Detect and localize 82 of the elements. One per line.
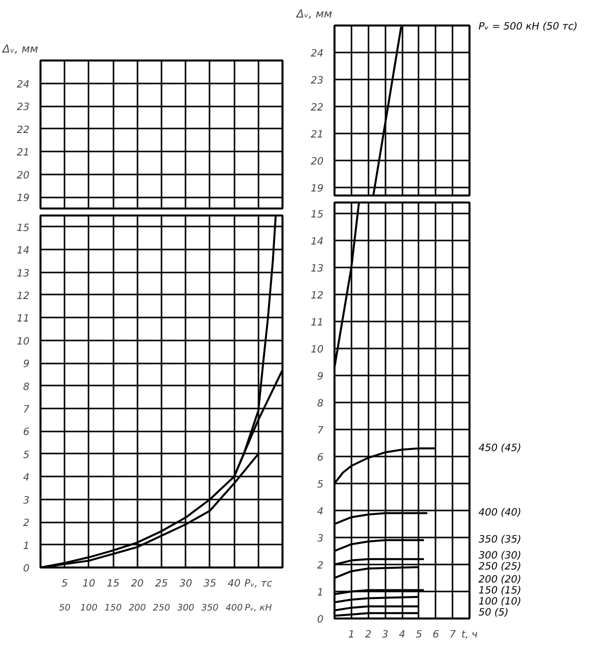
- x-tick-label: Pᵥ, тс: [244, 578, 273, 590]
- text: 150 (15): [478, 586, 522, 597]
- x-tick-label: 5: [416, 630, 422, 640]
- x-tick-label: 5: [62, 578, 68, 590]
- y-tick-label: 13: [310, 263, 324, 274]
- x2-tick-label: 350: [201, 604, 219, 614]
- y-tick-label: 7: [23, 404, 30, 416]
- x-tick-label: 1: [348, 630, 355, 640]
- y-tick-label: 6: [23, 427, 30, 438]
- x2-tick-label: 250: [152, 604, 170, 614]
- y-tick-label: 5: [23, 450, 30, 461]
- text: 250 (25): [478, 562, 522, 573]
- y-tick-label: 11: [16, 314, 30, 325]
- y-tick-label: 4: [317, 506, 324, 518]
- text: 450 (45): [478, 442, 522, 454]
- y-axis-title: Δᵥ, мм: [2, 42, 38, 56]
- x-tick-label: 2: [365, 630, 372, 640]
- text: 100 (10): [478, 596, 522, 608]
- x2-tick-label: 200: [128, 604, 146, 614]
- y-tick-label: 15: [16, 222, 30, 234]
- x-tick-label: 6: [432, 630, 439, 640]
- text: 300 (30): [478, 550, 522, 562]
- x2-tick-label: Pᵥ, кН: [244, 604, 272, 614]
- x2-tick-label: 150: [104, 604, 122, 614]
- y-tick-label: 13: [16, 268, 30, 280]
- y-tick-label: 9: [317, 371, 324, 382]
- y-tick-label: 2: [317, 560, 324, 572]
- x-tick-label: 25: [155, 578, 168, 590]
- x-tick-label: 10: [82, 578, 96, 590]
- y-tick-label: 12: [310, 290, 324, 302]
- x-tick-label: 40: [228, 578, 240, 590]
- text: 50 (5): [478, 608, 509, 619]
- text: 200 (20): [478, 574, 522, 586]
- y-tick-label: 0: [317, 614, 324, 626]
- y-tick-label: 22: [16, 124, 30, 136]
- y-tick-label: 6: [317, 452, 324, 464]
- y-tick-label: 19: [16, 193, 30, 204]
- x-tick-label: 4: [398, 630, 406, 640]
- y-tick-label: 20: [16, 170, 30, 182]
- y-tick-label: 4: [23, 472, 30, 484]
- x-tick-label: 30: [179, 578, 192, 590]
- text: Pᵥ = 500 кН (50 тс): [478, 21, 578, 32]
- y-tick-label: 12: [16, 290, 30, 302]
- y-tick-label: 1: [23, 540, 30, 552]
- y-tick-label: 24: [310, 48, 324, 60]
- y-tick-label: 3: [23, 495, 30, 506]
- x-tick-label: 20: [130, 578, 144, 590]
- y-axis-title: Δᵥ, мм: [296, 8, 332, 20]
- y-tick-label: 23: [16, 102, 30, 114]
- y-tick-label: 2: [23, 518, 30, 530]
- y-tick-label: 10: [16, 336, 30, 348]
- y-tick-label: 10: [310, 344, 324, 356]
- y-tick-label: 24: [16, 79, 30, 90]
- x2-tick-label: 300: [177, 604, 195, 614]
- x-tick-label: 15: [106, 578, 120, 590]
- x2-tick-label: 50: [58, 604, 71, 614]
- x-tick-label: 7: [449, 630, 456, 640]
- y-tick-label: 0: [23, 564, 30, 574]
- text: 400 (40): [478, 508, 522, 519]
- y-tick-label: 9: [23, 359, 30, 370]
- y-tick-label: 3: [317, 533, 324, 544]
- y-tick-label: 7: [317, 425, 324, 436]
- y-tick-label: 20: [310, 156, 324, 168]
- y-tick-label: 14: [16, 246, 30, 257]
- y-tick-label: 14: [310, 236, 324, 248]
- y-tick-label: 22: [310, 102, 324, 114]
- x2-tick-label: 100: [80, 604, 98, 614]
- y-tick-label: 19: [310, 183, 324, 194]
- y-tick-label: 21: [310, 129, 324, 140]
- x-tick-label: t, ч: [461, 630, 478, 640]
- y-tick-label: 23: [310, 75, 324, 86]
- y-tick-label: 5: [317, 479, 324, 490]
- x-tick-label: 35: [204, 578, 216, 590]
- text: 350 (35): [478, 534, 522, 546]
- y-tick-label: 11: [310, 317, 324, 328]
- y-tick-label: 21: [16, 148, 30, 159]
- y-tick-label: 15: [310, 209, 324, 220]
- y-tick-label: 8: [317, 398, 324, 410]
- y-tick-label: 8: [23, 382, 30, 393]
- x-tick-label: 3: [382, 630, 388, 640]
- y-tick-label: 1: [317, 587, 324, 598]
- x2-tick-label: 400: [226, 604, 243, 614]
